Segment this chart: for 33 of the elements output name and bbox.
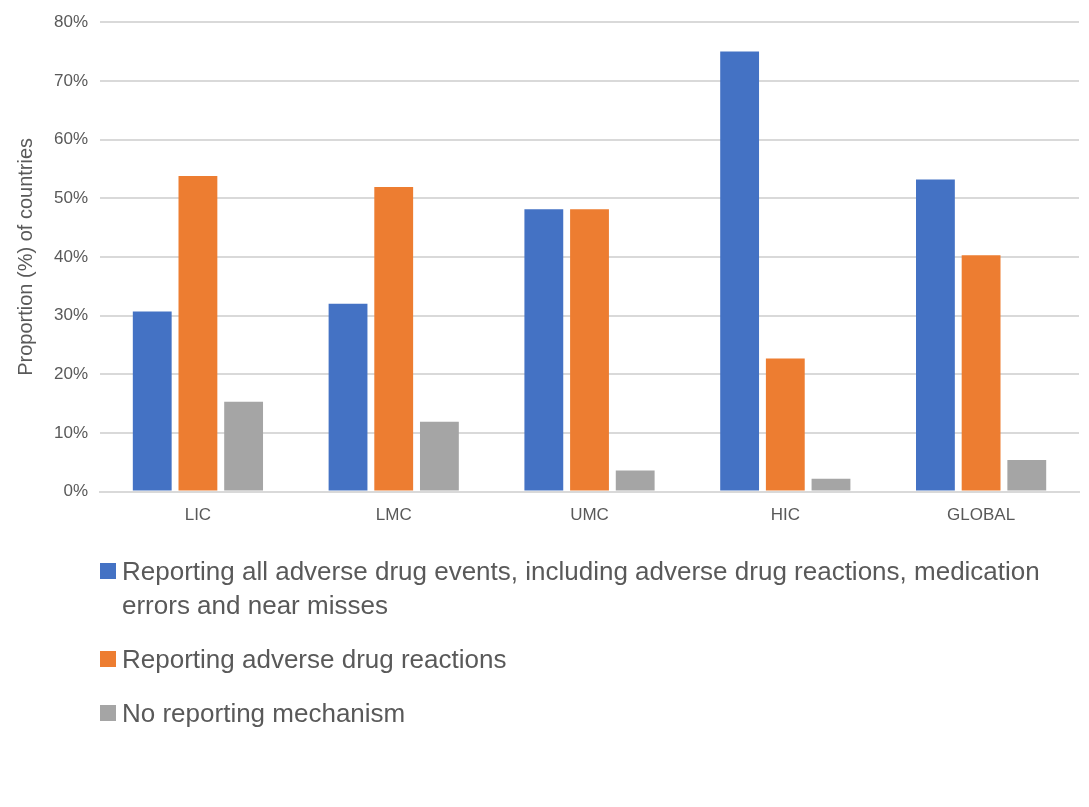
bar — [615, 470, 655, 491]
legend-label: No reporting mechanism — [122, 697, 406, 730]
x-tick-label: GLOBAL — [947, 505, 1016, 525]
legend-label: Reporting adverse drug reactions — [122, 643, 507, 676]
bar — [961, 255, 1001, 491]
bar — [178, 175, 218, 491]
y-tick-label: 80% — [53, 11, 89, 31]
y-tick-label: 30% — [53, 305, 89, 325]
y-tick-label: 20% — [53, 363, 89, 383]
x-tick-label: LIC — [184, 505, 212, 525]
y-tick-label: 60% — [53, 129, 89, 149]
x-tick-label: UMC — [570, 505, 609, 525]
y-tick-label: 10% — [53, 422, 89, 442]
bar — [765, 358, 805, 491]
bar — [811, 478, 851, 491]
y-axis-title: Proportion (%) of countries — [13, 137, 36, 376]
bar — [524, 209, 564, 491]
x-tick-label: LMC — [375, 505, 412, 525]
bar — [419, 421, 459, 491]
bar — [328, 303, 368, 491]
y-tick-label: 50% — [53, 187, 89, 207]
bar — [720, 51, 760, 491]
bar — [1007, 459, 1047, 491]
y-tick-label: 70% — [53, 70, 89, 90]
bar — [374, 187, 414, 491]
y-tick-label: 0% — [63, 481, 89, 501]
bar — [132, 311, 172, 491]
x-tick-label: HIC — [770, 505, 800, 525]
y-tick-label: 40% — [53, 246, 89, 266]
bar — [916, 179, 955, 491]
legend-label: Reporting all adverse drug events, including adverse drug reactions, medication errors and near misses — [122, 555, 1040, 622]
bar — [570, 209, 609, 491]
bar — [224, 401, 264, 491]
